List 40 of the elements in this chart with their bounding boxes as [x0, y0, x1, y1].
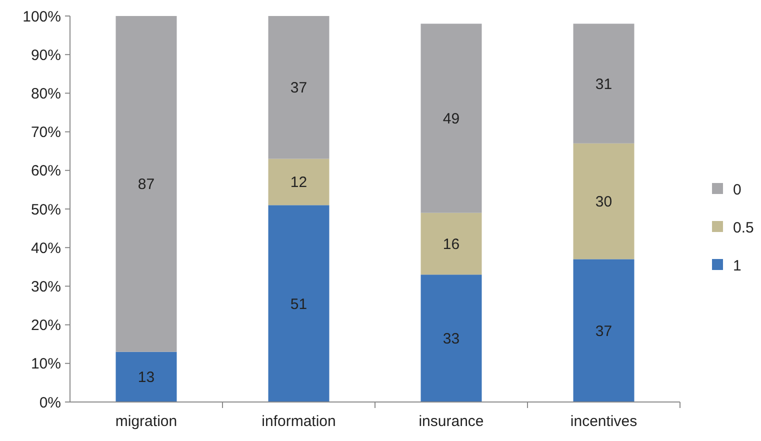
y-tick-label: 100% — [22, 8, 61, 26]
y-tick-label: 30% — [30, 278, 61, 296]
y-tick-label: 40% — [30, 240, 61, 257]
y-tick-label: 10% — [30, 356, 61, 373]
data-label: 33 — [442, 330, 460, 348]
bar — [573, 259, 634, 402]
data-label: 16 — [442, 236, 460, 253]
bar — [420, 24, 482, 213]
bar — [268, 16, 330, 159]
data-label: 87 — [138, 176, 155, 194]
x-tick-label: migration — [115, 413, 178, 430]
bar — [116, 352, 177, 402]
bar — [573, 143, 634, 260]
y-tick-label: 0% — [39, 394, 61, 412]
y-tick-label: 50% — [30, 201, 61, 218]
y-tick-label: 80% — [30, 85, 61, 102]
y-tick-label: 20% — [30, 317, 61, 334]
data-label: 51 — [290, 296, 308, 313]
y-tick-label: 90% — [30, 46, 61, 64]
x-tick-label: incentives — [570, 413, 638, 430]
data-label: 12 — [290, 174, 308, 192]
y-tick-label: 70% — [30, 124, 61, 142]
x-tick-label: information — [262, 413, 336, 430]
y-tick-label: 60% — [30, 162, 61, 180]
data-label: 37 — [290, 80, 308, 97]
data-label: 30 — [595, 194, 612, 211]
x-tick-label: insurance — [418, 413, 484, 430]
bar — [420, 274, 482, 402]
data-label: 31 — [595, 76, 612, 93]
bar — [268, 205, 330, 402]
legend-label: 0 — [733, 181, 742, 198]
data-label: 13 — [138, 369, 155, 386]
legend-label: 0.5 — [733, 219, 754, 236]
legend-label: 1 — [733, 257, 742, 274]
bar — [573, 24, 634, 144]
bar — [116, 16, 177, 352]
data-label: 49 — [442, 110, 460, 128]
data-label: 37 — [595, 322, 612, 340]
bar — [420, 212, 482, 275]
bar — [268, 158, 330, 206]
